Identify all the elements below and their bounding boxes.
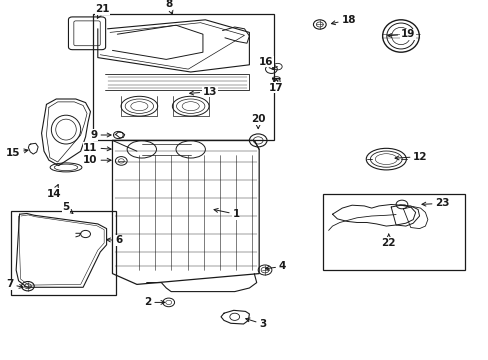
Text: 7: 7	[6, 279, 23, 289]
Bar	[11, 211, 116, 295]
Text: 8: 8	[165, 0, 173, 14]
Text: 3: 3	[245, 318, 266, 329]
Text: 13: 13	[189, 87, 217, 97]
Text: 9: 9	[90, 130, 111, 140]
Text: 19: 19	[387, 29, 414, 39]
Bar	[322, 194, 464, 270]
Text: 15: 15	[6, 148, 28, 158]
Text: 11: 11	[83, 143, 111, 153]
Text: 4: 4	[265, 261, 285, 271]
Text: 17: 17	[268, 78, 283, 93]
Text: 21: 21	[95, 4, 110, 18]
Text: 6: 6	[106, 235, 122, 246]
Text: 22: 22	[381, 234, 395, 248]
Text: 20: 20	[250, 114, 265, 129]
Text: 16: 16	[259, 57, 273, 69]
Text: 12: 12	[394, 152, 427, 162]
Text: 1: 1	[214, 208, 239, 219]
Text: 23: 23	[421, 198, 449, 208]
Text: 5: 5	[62, 202, 73, 213]
Text: 14: 14	[46, 185, 61, 199]
Text: 18: 18	[331, 15, 355, 25]
Text: 10: 10	[83, 155, 111, 165]
Text: 2: 2	[144, 297, 164, 307]
Bar	[93, 14, 273, 140]
